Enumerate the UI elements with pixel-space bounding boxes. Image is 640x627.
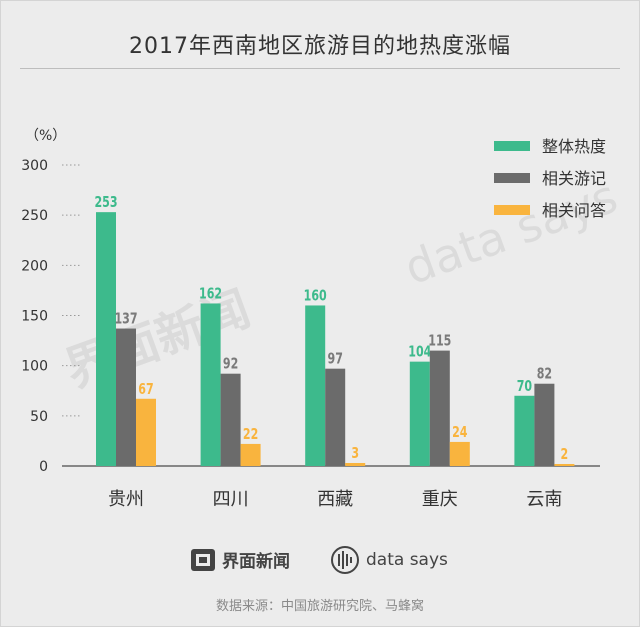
bar	[534, 383, 555, 466]
data-label: 137	[114, 310, 137, 327]
brand-right-label: data says	[366, 550, 448, 570]
data-label: 104	[408, 344, 431, 361]
bar	[220, 373, 241, 466]
chart-title: 2017年西南地区旅游目的地热度涨幅	[129, 34, 511, 59]
data-label: 97	[328, 351, 343, 368]
x-tick-label: 贵州	[108, 489, 144, 510]
legend-swatch	[494, 141, 530, 151]
data-label: 115	[428, 332, 451, 349]
y-tick-label: 150	[21, 309, 48, 325]
bar	[240, 443, 261, 466]
data-label: 24	[452, 424, 468, 441]
legend-label: 相关问答	[542, 201, 606, 220]
data-label: 67	[138, 381, 153, 398]
data-label: 22	[243, 426, 258, 443]
data-label: 82	[537, 366, 552, 383]
footer-brand-right: data says	[330, 545, 448, 575]
y-axis-label: （%）	[25, 128, 66, 144]
y-tick-label: 200	[21, 258, 48, 274]
data-label: 2	[561, 446, 569, 463]
data-label: 253	[94, 194, 117, 211]
bar	[200, 303, 221, 466]
legend-swatch	[494, 205, 530, 215]
bar	[409, 361, 430, 466]
bar	[514, 395, 535, 466]
data-says-logo-icon	[331, 546, 359, 574]
bar	[429, 350, 450, 466]
data-source: 数据来源：中国旅游研究院、马蜂窝	[215, 599, 424, 614]
x-tick-label: 重庆	[422, 489, 458, 510]
bar	[345, 462, 366, 466]
x-tick-label: 四川	[213, 489, 249, 510]
y-tick-label: 300	[21, 158, 48, 174]
title-divider	[20, 68, 620, 69]
data-label: 162	[199, 285, 222, 302]
data-label: 70	[517, 378, 532, 395]
x-tick-label: 西藏	[317, 489, 353, 510]
brand-left-label: 界面新闻	[222, 552, 290, 572]
x-tick-label: 云南	[526, 489, 562, 510]
footer-brand-left: 界面新闻	[190, 547, 290, 572]
bar	[116, 328, 136, 466]
bar	[554, 463, 575, 466]
y-tick-label: 50	[30, 409, 48, 425]
y-tick-label: 100	[21, 359, 48, 375]
data-label: 92	[223, 356, 238, 373]
legend-swatch	[494, 173, 530, 183]
data-label: 160	[304, 287, 327, 304]
jiemian-logo-icon	[191, 548, 215, 571]
legend-label: 相关游记	[542, 169, 606, 188]
bar	[449, 441, 470, 466]
bar	[96, 212, 116, 466]
legend-label: 整体热度	[542, 137, 606, 156]
y-tick-label: 250	[21, 208, 48, 224]
bar	[325, 368, 346, 466]
data-label: 3	[351, 445, 359, 462]
y-tick-label: 0	[39, 459, 48, 475]
bar	[305, 305, 326, 466]
bar	[136, 398, 156, 466]
